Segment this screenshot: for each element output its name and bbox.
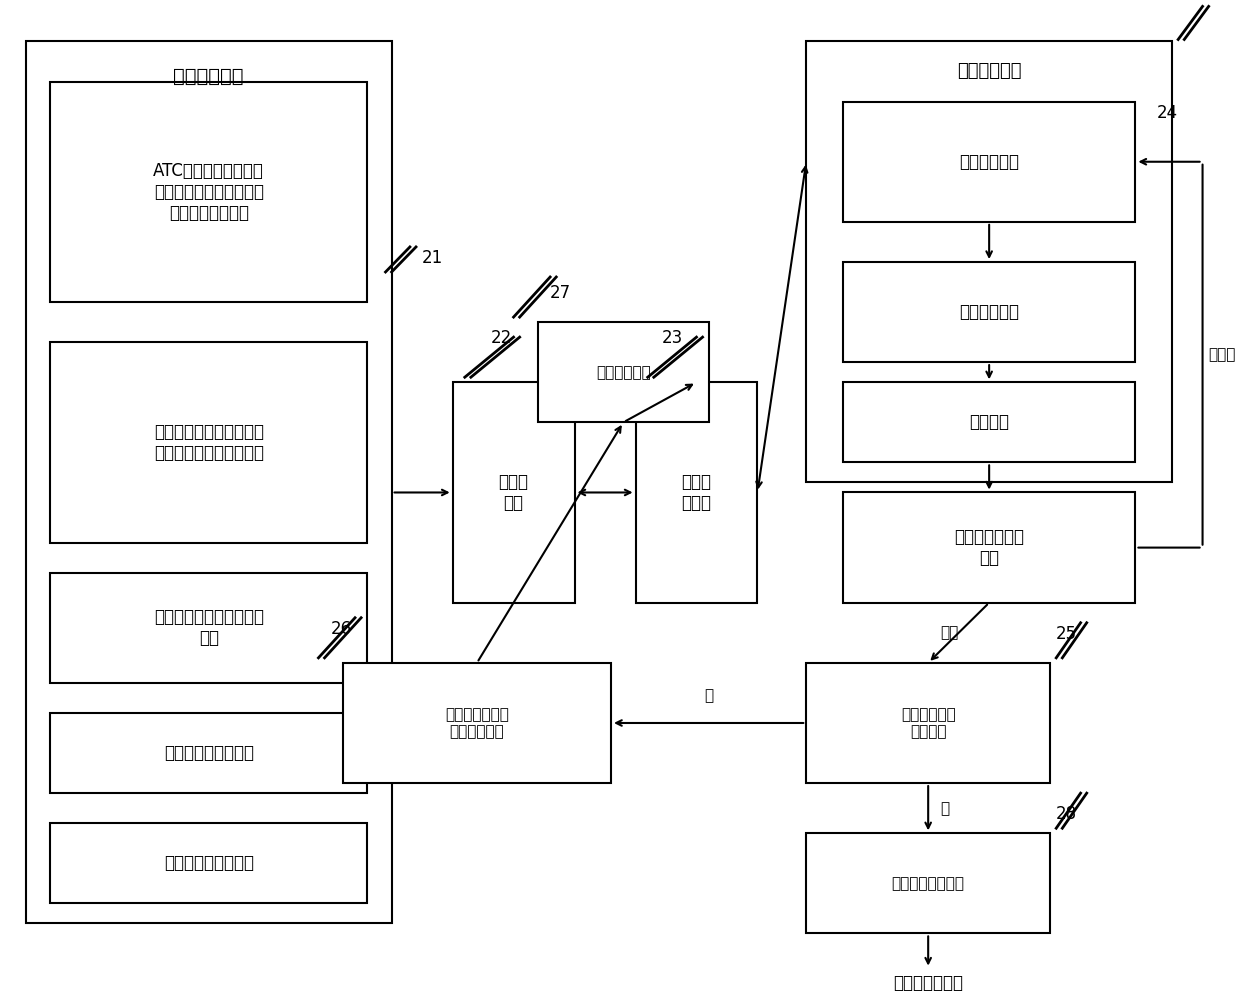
Text: 28: 28 bbox=[1056, 805, 1078, 823]
Text: 24: 24 bbox=[1157, 104, 1178, 122]
Text: 优化运算模块: 优化运算模块 bbox=[957, 61, 1022, 79]
FancyBboxPatch shape bbox=[453, 382, 574, 603]
FancyBboxPatch shape bbox=[806, 833, 1050, 934]
Text: 寻优方向求解: 寻优方向求解 bbox=[960, 153, 1019, 171]
Text: 数据采集模块: 数据采集模块 bbox=[174, 66, 244, 85]
FancyBboxPatch shape bbox=[806, 41, 1172, 482]
Text: 寻优步长求解: 寻优步长求解 bbox=[960, 304, 1019, 321]
Text: 时间网格重构
判断模块: 时间网格重构 判断模块 bbox=[900, 707, 956, 740]
FancyBboxPatch shape bbox=[806, 663, 1050, 783]
FancyBboxPatch shape bbox=[26, 41, 392, 924]
Text: 控制策略输出模块: 控制策略输出模块 bbox=[892, 875, 965, 890]
Text: 飞行器航迹倾角采集: 飞行器航迹倾角采集 bbox=[164, 744, 254, 762]
Text: 参数更新模块: 参数更新模块 bbox=[596, 365, 651, 380]
FancyBboxPatch shape bbox=[538, 322, 709, 422]
Text: 否: 否 bbox=[940, 801, 950, 816]
Text: 优化求解收敛性
判断: 优化求解收敛性 判断 bbox=[954, 529, 1024, 567]
FancyBboxPatch shape bbox=[50, 573, 367, 683]
Text: 25: 25 bbox=[1056, 625, 1078, 643]
Text: 23: 23 bbox=[661, 330, 683, 347]
Text: 21: 21 bbox=[422, 249, 444, 267]
FancyBboxPatch shape bbox=[636, 382, 758, 603]
FancyBboxPatch shape bbox=[50, 823, 367, 903]
Text: 飞行器飞行高度跟踪误差
采集: 飞行器飞行高度跟踪误差 采集 bbox=[154, 608, 264, 647]
Text: 飞行器动力学模型参数以
及性能参数约束函数采集: 飞行器动力学模型参数以 及性能参数约束函数采集 bbox=[154, 423, 264, 461]
Text: 不收敛: 不收敛 bbox=[1209, 347, 1236, 362]
Text: 希尔伯特黄时间
网格重构模块: 希尔伯特黄时间 网格重构模块 bbox=[445, 707, 508, 740]
FancyBboxPatch shape bbox=[50, 713, 367, 793]
Text: 飞行器控制信号: 飞行器控制信号 bbox=[893, 974, 963, 992]
Text: 22: 22 bbox=[491, 330, 512, 347]
FancyBboxPatch shape bbox=[843, 492, 1136, 603]
Text: 飞行器飞行速度采集: 飞行器飞行速度采集 bbox=[164, 854, 254, 872]
FancyBboxPatch shape bbox=[50, 81, 367, 303]
Text: 26: 26 bbox=[331, 620, 352, 638]
FancyBboxPatch shape bbox=[843, 262, 1136, 362]
Text: 寻优修正: 寻优修正 bbox=[970, 413, 1009, 431]
FancyBboxPatch shape bbox=[843, 382, 1136, 462]
Text: 收敛: 收敛 bbox=[940, 625, 959, 640]
FancyBboxPatch shape bbox=[342, 663, 611, 783]
FancyBboxPatch shape bbox=[50, 342, 367, 543]
Text: 是: 是 bbox=[704, 688, 713, 702]
Text: ATC设定飞行器飞行高
度、航迹倾角、飞行速度
状态跟踪指令采集: ATC设定飞行器飞行高 度、航迹倾角、飞行速度 状态跟踪指令采集 bbox=[154, 162, 264, 222]
Text: 初始化
模块: 初始化 模块 bbox=[498, 473, 528, 512]
Text: 27: 27 bbox=[551, 284, 572, 303]
FancyBboxPatch shape bbox=[843, 102, 1136, 222]
Text: 模型求
解模块: 模型求 解模块 bbox=[682, 473, 712, 512]
